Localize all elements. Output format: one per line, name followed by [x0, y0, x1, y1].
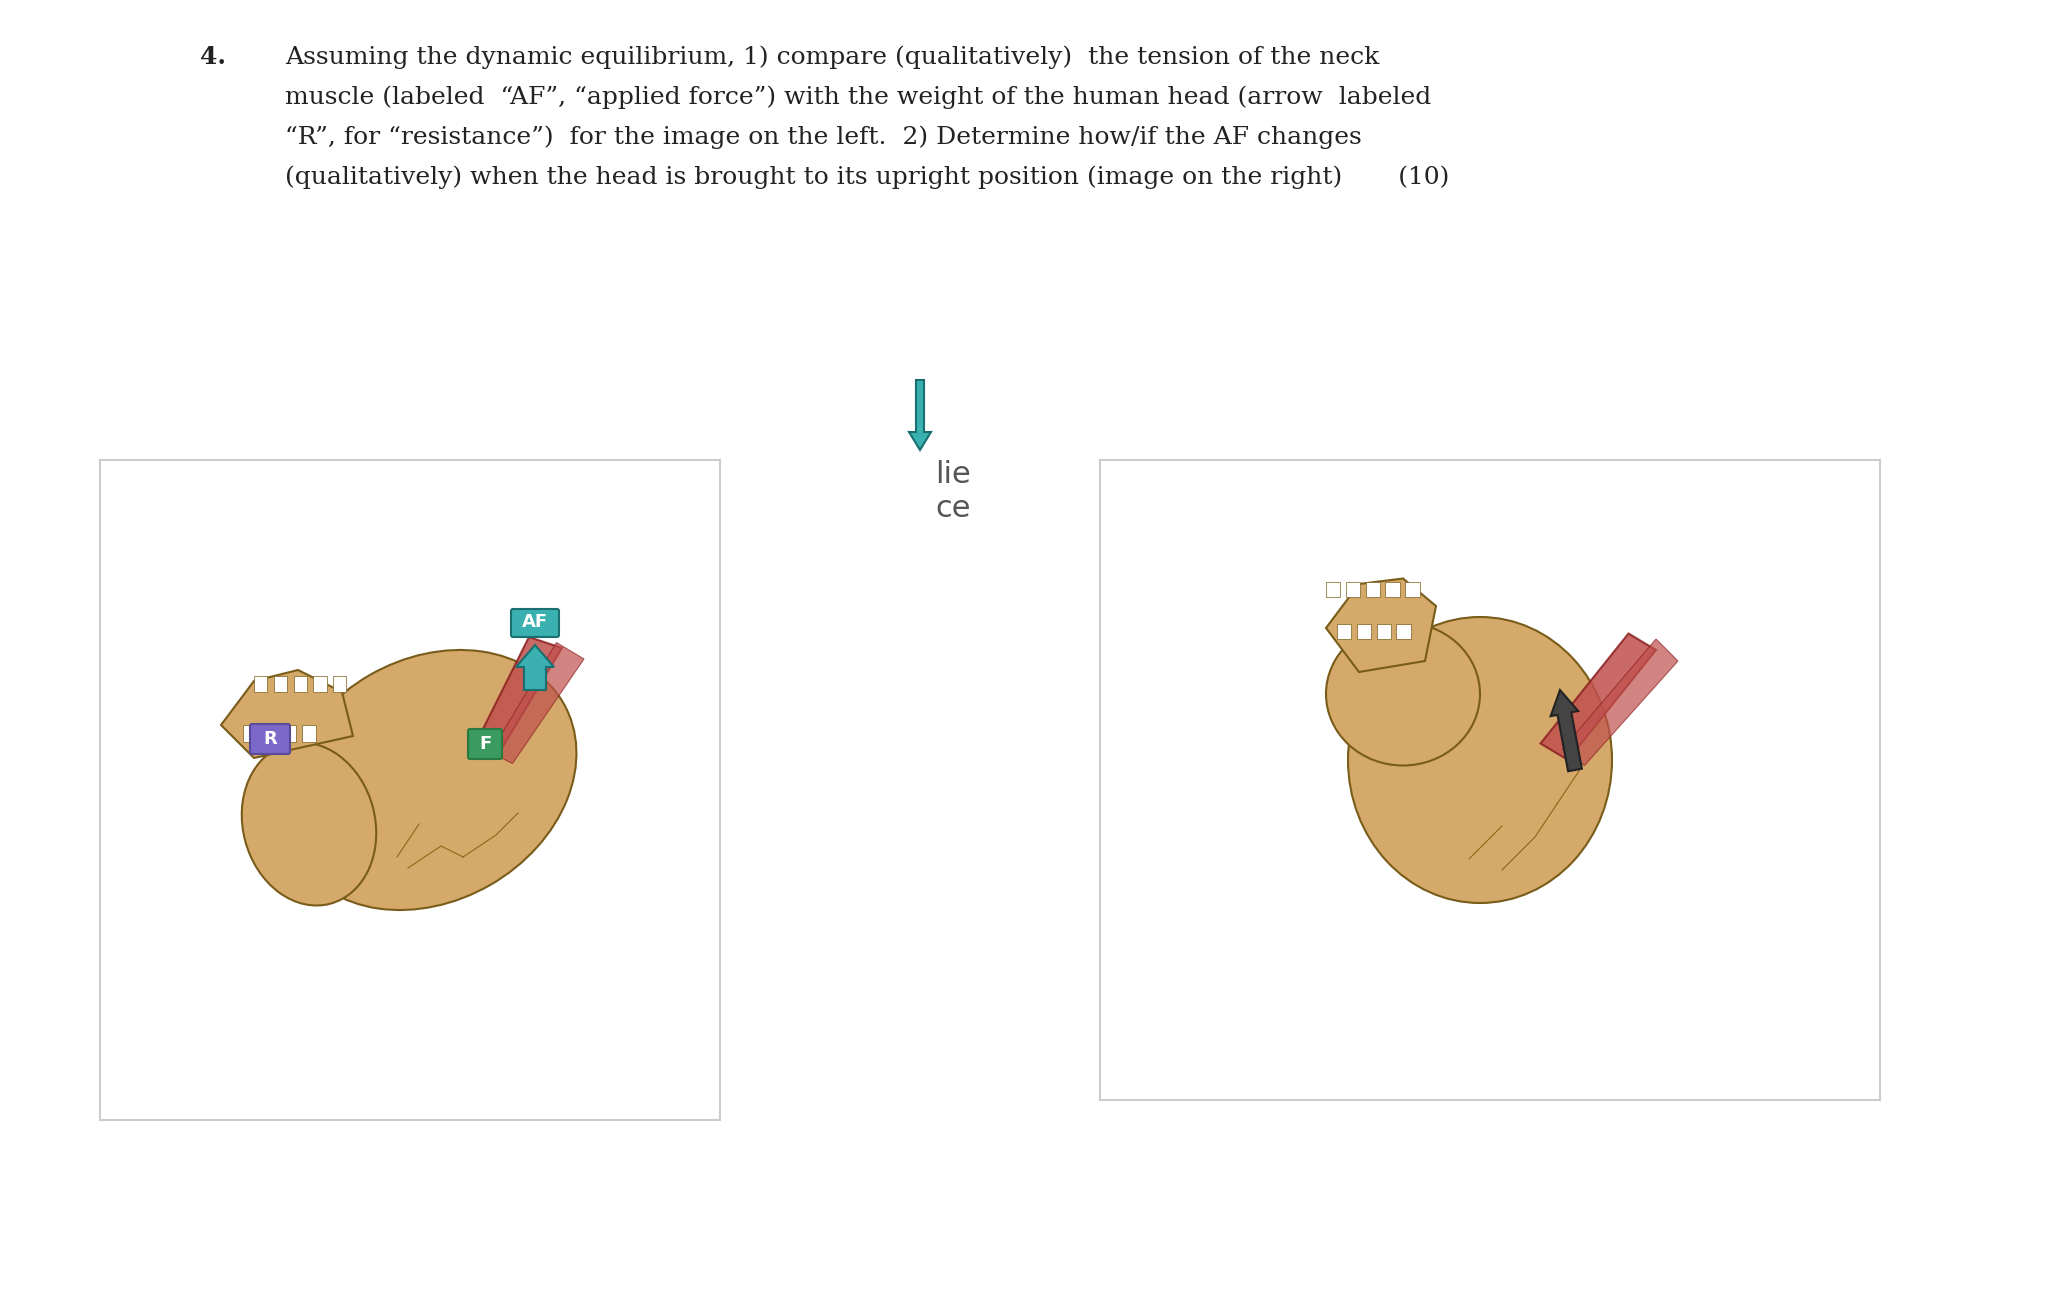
Bar [274, 675, 286, 692]
FancyArrow shape [516, 645, 554, 690]
Bar [1406, 582, 1420, 598]
Text: F: F [479, 735, 491, 753]
Bar [1385, 582, 1399, 598]
Bar [262, 725, 276, 742]
Text: lie
ce: lie ce [935, 460, 970, 523]
Bar [100, 460, 720, 1120]
Polygon shape [1541, 633, 1655, 760]
Polygon shape [491, 642, 583, 763]
Bar [1397, 624, 1410, 638]
Polygon shape [221, 670, 354, 758]
Bar [254, 675, 268, 692]
Bar [1346, 582, 1361, 598]
FancyArrow shape [908, 380, 931, 450]
Text: R: R [264, 730, 276, 749]
Ellipse shape [1348, 617, 1612, 903]
FancyBboxPatch shape [512, 610, 559, 637]
Bar [333, 675, 346, 692]
Ellipse shape [284, 650, 577, 910]
Bar [1365, 582, 1379, 598]
Text: muscle (labeled  “AF”, “applied force”) with the weight of the human head (arrow: muscle (labeled “AF”, “applied force”) w… [284, 85, 1432, 109]
Bar [293, 675, 307, 692]
FancyBboxPatch shape [250, 724, 291, 754]
Bar [243, 725, 256, 742]
Bar [1326, 582, 1340, 598]
Bar [1356, 624, 1371, 638]
Ellipse shape [241, 742, 376, 906]
Polygon shape [475, 637, 563, 758]
Polygon shape [1563, 638, 1678, 766]
Text: 4.: 4. [201, 45, 225, 69]
FancyArrow shape [1551, 690, 1582, 771]
Bar [1101, 460, 1880, 1100]
Bar [282, 725, 297, 742]
Text: (qualitatively) when the head is brought to its upright position (image on the r: (qualitatively) when the head is brought… [284, 165, 1449, 189]
Text: “R”, for “resistance”)  for the image on the left.  2) Determine how/if the AF c: “R”, for “resistance”) for the image on … [284, 125, 1363, 148]
FancyBboxPatch shape [469, 729, 501, 759]
Ellipse shape [1326, 623, 1479, 766]
Polygon shape [1326, 578, 1436, 673]
Text: Assuming the dynamic equilibrium, 1) compare (qualitatively)  the tension of the: Assuming the dynamic equilibrium, 1) com… [284, 45, 1379, 68]
Bar [1377, 624, 1391, 638]
Bar [303, 725, 315, 742]
Bar [1336, 624, 1350, 638]
Text: AF: AF [522, 614, 548, 631]
Bar [313, 675, 327, 692]
